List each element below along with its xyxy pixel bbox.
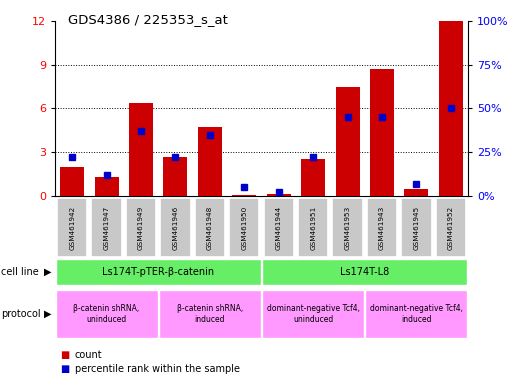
Bar [436, 199, 466, 257]
Bar [262, 259, 468, 285]
Text: GSM461952: GSM461952 [448, 205, 454, 250]
Text: ■: ■ [60, 364, 70, 374]
Text: Ls174T-pTER-β-catenin: Ls174T-pTER-β-catenin [102, 266, 214, 277]
Bar [370, 69, 394, 196]
Bar [366, 290, 468, 338]
Text: percentile rank within the sample: percentile rank within the sample [75, 364, 240, 374]
Bar [60, 167, 84, 196]
Text: GSM461950: GSM461950 [241, 205, 247, 250]
Bar [301, 159, 325, 196]
Text: cell line: cell line [1, 266, 39, 277]
Text: GSM461946: GSM461946 [173, 205, 178, 250]
Bar [336, 87, 360, 196]
Bar [195, 199, 225, 257]
Text: count: count [75, 350, 103, 360]
Bar [57, 199, 87, 257]
Text: dominant-negative Tcf4,
induced: dominant-negative Tcf4, induced [370, 304, 463, 324]
Text: Ls174T-L8: Ls174T-L8 [340, 266, 390, 277]
Bar [232, 195, 256, 196]
Bar [401, 199, 431, 257]
Bar [264, 199, 294, 257]
Bar [159, 290, 261, 338]
Bar [262, 290, 364, 338]
Bar [160, 199, 190, 257]
Bar [198, 127, 222, 196]
Text: GDS4386 / 225353_s_at: GDS4386 / 225353_s_at [68, 13, 228, 26]
Text: GSM461945: GSM461945 [414, 205, 419, 250]
Bar [367, 199, 397, 257]
Text: GSM461948: GSM461948 [207, 205, 213, 250]
Bar [55, 290, 157, 338]
Bar [333, 199, 363, 257]
Text: GSM461953: GSM461953 [345, 205, 350, 250]
Text: β-catenin shRNA,
uninduced: β-catenin shRNA, uninduced [73, 304, 140, 324]
Bar [92, 199, 122, 257]
Bar [163, 157, 187, 196]
Text: GSM461947: GSM461947 [104, 205, 109, 250]
Text: GSM461944: GSM461944 [276, 205, 282, 250]
Bar [129, 103, 153, 196]
Text: GSM461949: GSM461949 [138, 205, 144, 250]
Bar [229, 199, 259, 257]
Text: ■: ■ [60, 350, 70, 360]
Text: GSM461943: GSM461943 [379, 205, 385, 250]
Text: dominant-negative Tcf4,
uninduced: dominant-negative Tcf4, uninduced [267, 304, 360, 324]
Bar [55, 259, 261, 285]
Bar [439, 21, 463, 196]
Text: GSM461942: GSM461942 [69, 205, 75, 250]
Bar [95, 177, 119, 196]
Bar [298, 199, 328, 257]
Bar [267, 194, 291, 196]
Text: GSM461951: GSM461951 [310, 205, 316, 250]
Text: ▶: ▶ [44, 266, 52, 277]
Bar [126, 199, 156, 257]
Text: protocol: protocol [1, 309, 41, 319]
Text: ▶: ▶ [44, 309, 52, 319]
Text: β-catenin shRNA,
induced: β-catenin shRNA, induced [177, 304, 243, 324]
Bar [404, 189, 428, 196]
